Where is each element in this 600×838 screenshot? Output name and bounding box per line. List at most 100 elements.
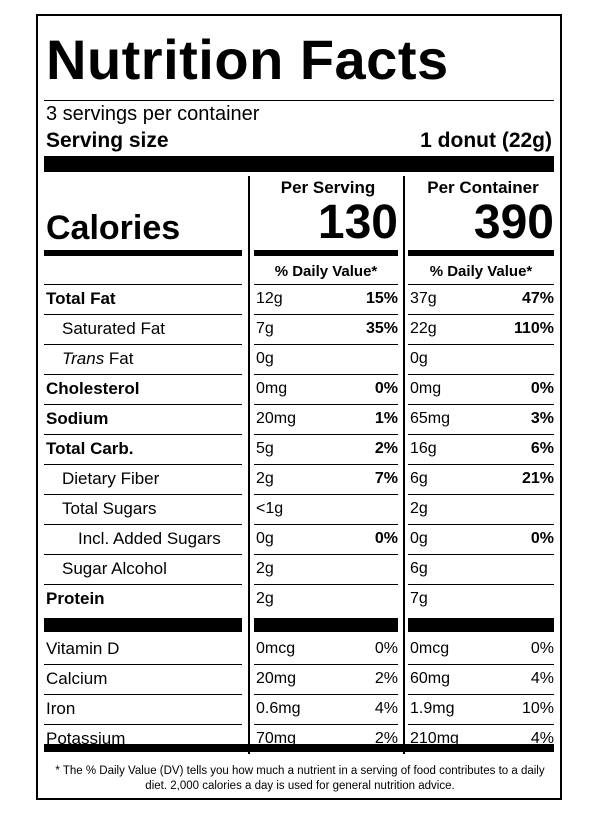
calories-per-serving: 130 <box>317 196 398 249</box>
vitamin-serving-dv: 2% <box>374 670 398 687</box>
nutrient-label-text: Cholesterol <box>46 379 140 398</box>
nutrient-line-serving <box>254 554 398 555</box>
vitamin-line-container <box>408 724 554 725</box>
nutrient-container-amount: 2g <box>410 500 428 517</box>
nutrient-line-label <box>44 464 242 465</box>
nutrient-line-label <box>44 374 242 375</box>
nutrient-line-serving <box>254 314 398 315</box>
nutrient-container-dv: 0% <box>530 380 554 397</box>
vitamin-serving-dv: 2% <box>374 730 398 747</box>
nutrient-label: Total Fat <box>46 288 116 310</box>
nutrient-container-amount: 22g <box>410 320 437 337</box>
vitamin-line-serving <box>254 694 398 695</box>
nutrient-serving-dv: 0% <box>374 380 398 397</box>
nutrient-label-text: Saturated Fat <box>62 319 166 338</box>
nutrient-container-dv: 3% <box>530 410 554 427</box>
nutrient-serving-amount: 5g <box>256 440 274 457</box>
label-title: Nutrition Facts <box>46 28 449 91</box>
nutrient-container-amount: 0mg <box>410 380 442 397</box>
nutrient-serving-dv: 1% <box>374 410 398 427</box>
nutrient-label-italic: Trans <box>62 349 105 368</box>
nutrient-line-container <box>408 524 554 525</box>
vitamin-label: Vitamin D <box>46 639 120 658</box>
vitamin-label: Calcium <box>46 669 108 688</box>
nutrient-label: Cholesterol <box>46 378 140 400</box>
vitamin-container-dv: 10% <box>521 700 554 717</box>
nutrient-line-label <box>44 524 242 525</box>
vitamin-line-label <box>44 664 242 665</box>
serving-size-value: 1 donut (22g) <box>420 129 552 152</box>
vitamin-line-serving <box>254 664 398 665</box>
nutrient-container-dv: 0% <box>530 530 554 547</box>
nutrient-label-text: Dietary Fiber <box>62 469 160 488</box>
nutrient-container-dv: 110% <box>513 320 554 337</box>
vitamin-serving-dv: 0% <box>374 640 398 657</box>
nutrient-serving-amount: 7g <box>256 320 274 337</box>
nutrient-line-label <box>44 554 242 555</box>
footnote: * The % Daily Value (DV) tells you how m… <box>55 765 545 792</box>
nutrient-line-container <box>408 584 554 585</box>
nutrient-serving-amount: 0mg <box>256 380 288 397</box>
vitamin-label: Potassium <box>46 729 126 748</box>
thick-divider-bottom <box>44 744 554 752</box>
nutrient-line-label <box>44 434 242 435</box>
dv-header-line-label <box>44 284 242 285</box>
nutrient-line-serving <box>254 434 398 435</box>
vitamin-bar-mid <box>254 618 398 632</box>
nutrient-label: Sugar Alcohol <box>62 558 167 580</box>
vitamin-serving-dv: 4% <box>374 700 398 717</box>
nutrient-line-label <box>44 494 242 495</box>
nutrient-serving-dv: 7% <box>374 470 398 487</box>
nutrient-label-text: Sodium <box>46 409 109 428</box>
column-divider-right <box>403 176 405 754</box>
nutrient-label-text: Incl. Added Sugars <box>78 529 221 548</box>
dv-header-line-serving <box>254 284 398 285</box>
nutrient-line-serving <box>254 584 398 585</box>
nutrient-serving-amount: 2g <box>256 560 274 577</box>
calories-bar-right <box>408 250 554 256</box>
nutrient-label-text: Sugar Alcohol <box>62 559 167 578</box>
nutrient-line-container <box>408 494 554 495</box>
nutrient-label: Dietary Fiber <box>62 468 159 490</box>
nutrient-line-container <box>408 434 554 435</box>
serving-size-label: Serving size <box>46 129 169 152</box>
calories-per-container: 390 <box>473 196 554 249</box>
nutrient-line-serving <box>254 464 398 465</box>
nutrient-line-label <box>44 314 242 315</box>
daily-value-header-serving: % Daily Value* <box>274 263 378 280</box>
vitamin-container-dv: 0% <box>530 640 554 657</box>
nutrient-label: Total Sugars <box>62 498 157 520</box>
vitamin-line-container <box>408 664 554 665</box>
nutrient-serving-amount: 2g <box>256 590 274 607</box>
nutrient-serving-dv: 0% <box>374 530 398 547</box>
vitamin-serving-amount: 0mcg <box>256 640 296 657</box>
nutrient-label: Trans Fat <box>62 348 134 370</box>
vitamin-container-dv: 4% <box>530 670 554 687</box>
per-container-header: Per Container <box>427 178 539 197</box>
vitamin-serving-amount: 20mg <box>256 670 297 687</box>
nutrient-container-amount: 0g <box>410 530 428 547</box>
calories-label: Calories <box>46 209 181 247</box>
nutrient-container-amount: 16g <box>410 440 437 457</box>
nutrient-label: Protein <box>46 588 105 610</box>
nutrient-line-container <box>408 554 554 555</box>
nutrient-line-container <box>408 464 554 465</box>
nutrient-label-text: Total Sugars <box>62 499 157 518</box>
vitamin-line-label <box>44 724 242 725</box>
nutrient-line-serving <box>254 344 398 345</box>
vitamin-serving-amount: 70mg <box>256 730 297 747</box>
nutrient-line-label <box>44 344 242 345</box>
per-serving-header: Per Serving <box>280 178 376 197</box>
vitamin-serving-amount: 0.6mg <box>256 700 301 717</box>
nutrient-line-label <box>44 404 242 405</box>
nutrient-serving-amount: 20mg <box>256 410 297 427</box>
nutrient-line-container <box>408 314 554 315</box>
nutrient-label-text: Fat <box>104 349 134 368</box>
nutrient-serving-amount: <1g <box>256 500 284 517</box>
daily-value-header-container: % Daily Value* <box>429 263 533 280</box>
nutrient-container-amount: 65mg <box>410 410 451 427</box>
thick-divider-top <box>44 156 554 172</box>
nutrient-container-amount: 6g <box>410 560 428 577</box>
vitamin-container-amount: 0mcg <box>410 640 450 657</box>
nutrient-container-amount: 0g <box>410 350 428 367</box>
